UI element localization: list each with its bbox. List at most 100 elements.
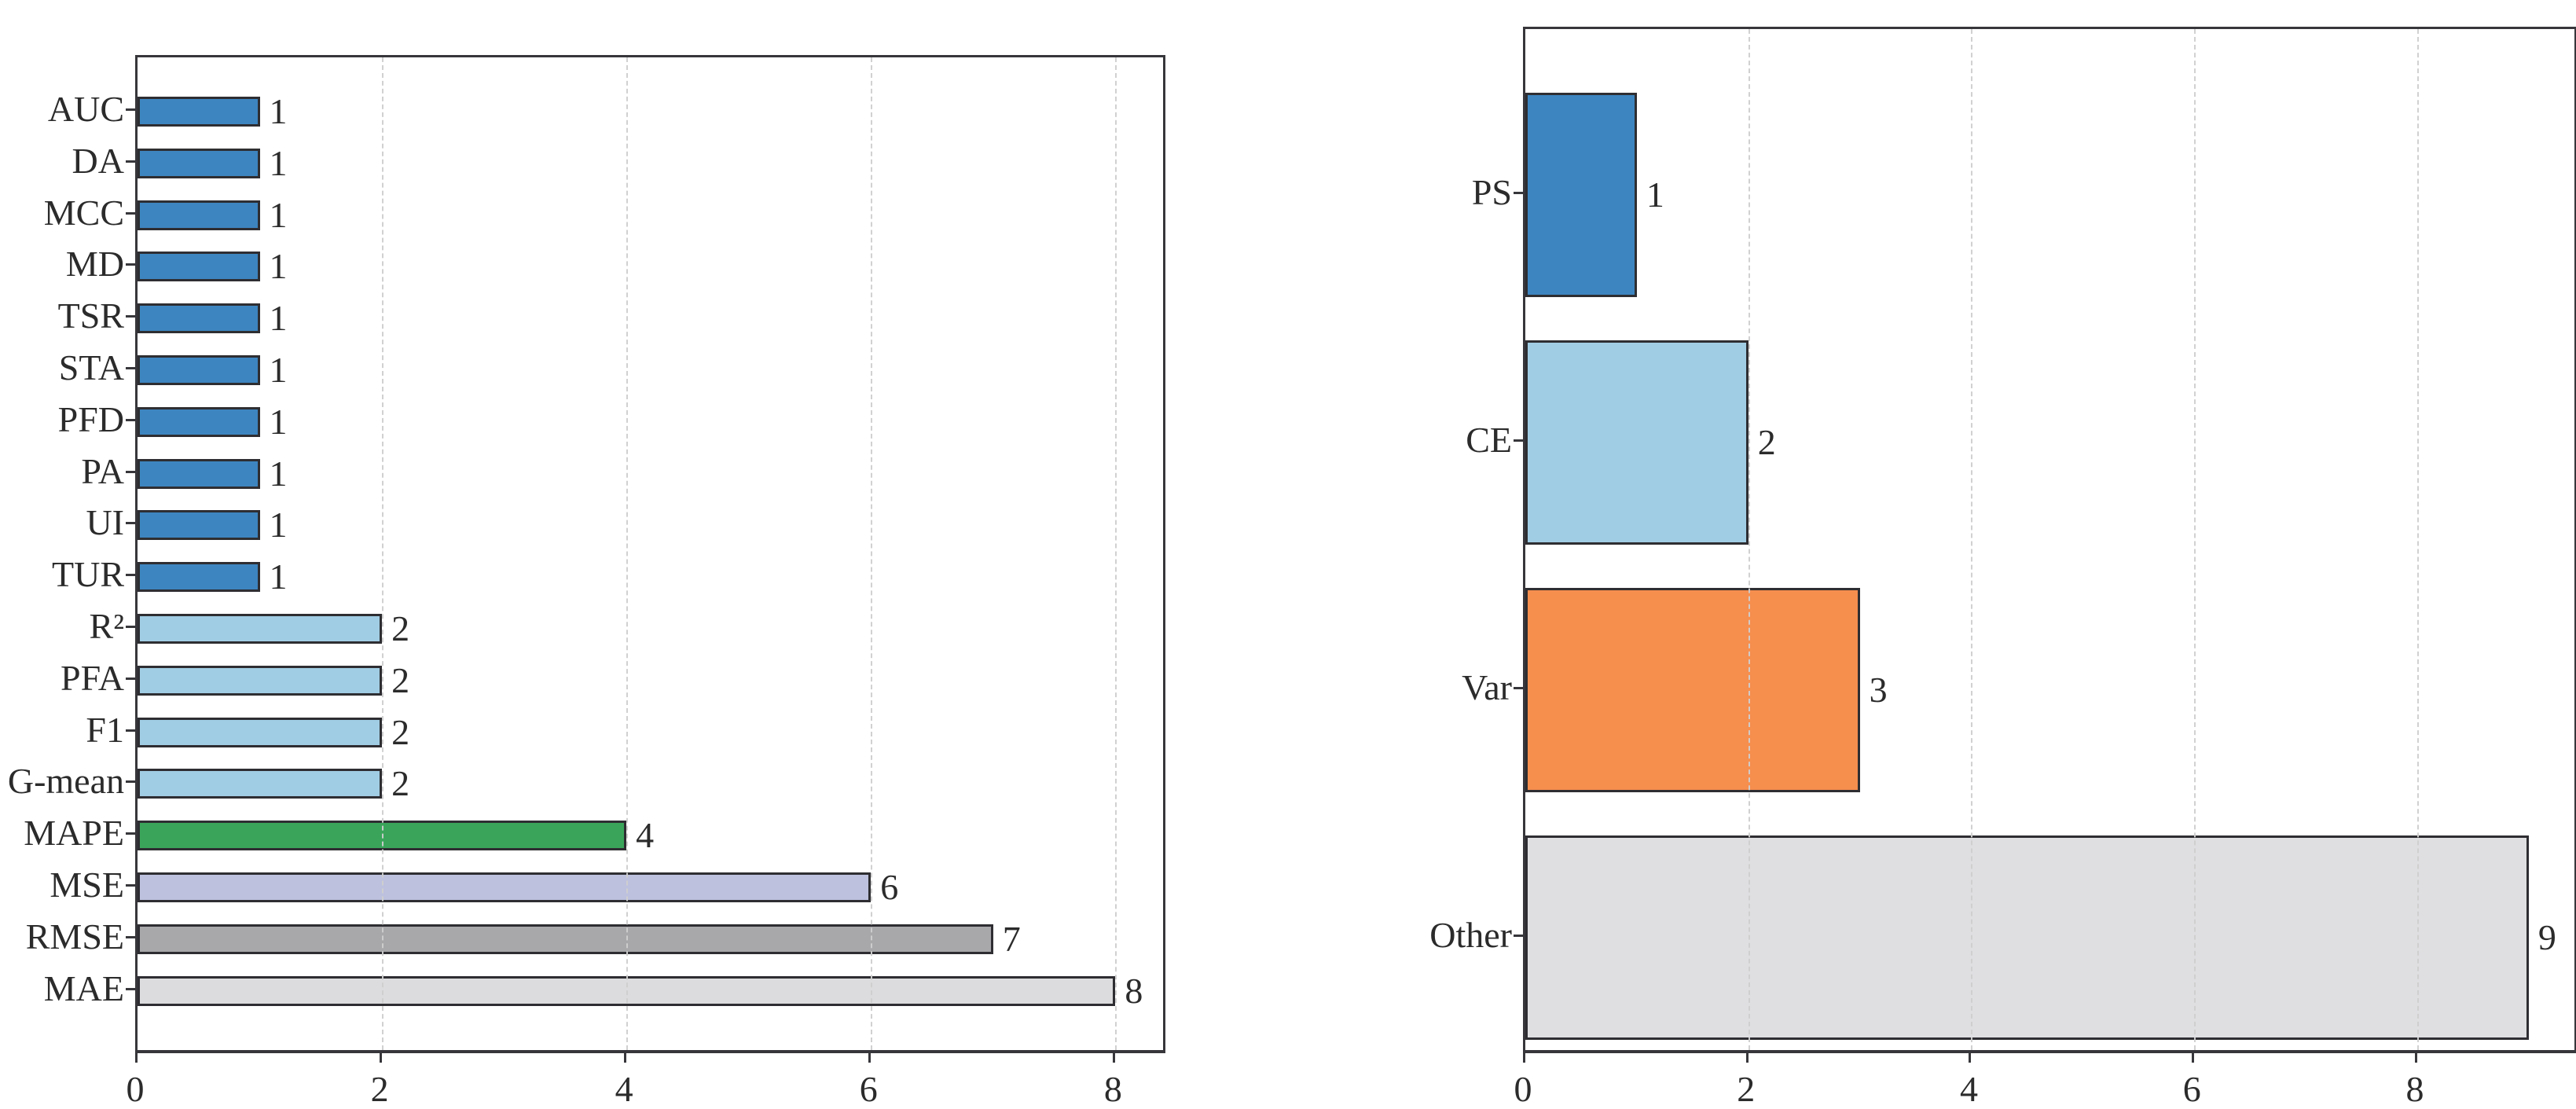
y-axis-tick-label: F1 (86, 709, 124, 750)
y-axis-tick-label: RMSE (25, 916, 124, 957)
bar-value-label: 7 (1002, 918, 1021, 959)
bar-value-label: 2 (1757, 422, 1776, 462)
y-axis-tick-mark (1514, 687, 1523, 689)
bar-Var (1525, 588, 1860, 792)
y-axis-tick-mark (126, 108, 135, 111)
y-axis-tick-label: AUC (47, 89, 124, 129)
y-axis-tick-mark (126, 367, 135, 369)
y-axis-tick-mark (1514, 935, 1523, 937)
bar-value-label: 1 (269, 350, 288, 390)
y-axis-tick-label: TSR (57, 296, 124, 336)
bar-value-label: 1 (269, 298, 288, 339)
x-axis-tick-label: 4 (615, 1069, 633, 1109)
bar-value-label: 2 (391, 659, 410, 700)
y-axis-tick-mark (126, 574, 135, 577)
y-axis-tick-label: STA (58, 347, 124, 387)
x-axis-tick-mark (624, 1053, 627, 1063)
bar-G-mean (138, 769, 383, 799)
y-axis-tick-label: PFD (57, 398, 124, 439)
bar-value-label: 1 (269, 91, 288, 131)
gridline-x-6 (2194, 29, 2196, 1050)
bar-value-label: 4 (636, 815, 655, 856)
x-axis-tick-mark (1523, 1053, 1525, 1063)
bar-AUC (138, 97, 260, 127)
bar-value-label: 1 (269, 556, 288, 597)
x-axis-tick-label: 8 (2405, 1069, 2424, 1109)
bar-RMSE (138, 924, 993, 954)
y-axis-tick-mark (126, 522, 135, 525)
plot-area: 1 2 3 9 (1523, 27, 2576, 1053)
y-axis-tick-mark (1514, 439, 1523, 442)
y-axis-tick-mark (126, 832, 135, 835)
x-axis-tick-label: 2 (370, 1069, 389, 1109)
bar-value-label: 1 (269, 401, 288, 442)
gridline-x-2 (382, 57, 384, 1050)
bar-PFA (138, 665, 383, 696)
bar-PFD (138, 406, 260, 437)
y-axis-tick-mark (126, 418, 135, 421)
bar-value-label: 2 (391, 763, 410, 804)
y-axis-tick-label: UI (86, 502, 124, 543)
y-axis-tick-mark (126, 470, 135, 473)
categories-count-bar-chart: 1 2 3 9 PS CE Var Other 0 2 4 6 8 (1336, 0, 2576, 1107)
bar-Other (1525, 835, 2529, 1040)
bar-TSR (138, 303, 260, 334)
x-axis-tick-label: 2 (1737, 1069, 1756, 1109)
x-axis-tick-mark (380, 1053, 383, 1063)
y-axis-tick-label: DA (72, 140, 124, 181)
bar-CE (1525, 340, 1749, 545)
bar-value-label: 1 (269, 246, 288, 287)
y-axis-tick-mark (126, 211, 135, 215)
gridline-x-4 (1971, 29, 1973, 1050)
y-axis-tick-label: MCC (43, 192, 124, 233)
metrics-count-bar-chart: 1 1 1 1 1 1 1 1 1 1 2 2 2 2 4 6 7 8 AUC DA MCC MD TSR STA PFD PA U… (8, 55, 1165, 1107)
y-axis-tick-mark (126, 626, 135, 628)
x-axis-tick-label: 8 (1103, 1069, 1122, 1109)
y-axis-tick-label: PA (81, 450, 124, 491)
y-axis-tick-label: R² (89, 606, 124, 646)
y-axis-tick-label: MAPE (24, 813, 124, 854)
bar-F1 (138, 717, 383, 747)
x-axis-tick-mark (868, 1053, 872, 1063)
bar-PA (138, 458, 260, 489)
bar-value-label: 9 (2537, 917, 2556, 957)
gridline-x-4 (626, 57, 629, 1050)
bar-value-label: 1 (269, 194, 288, 235)
bar-value-label: 6 (880, 867, 899, 907)
x-axis-tick-label: 4 (1959, 1069, 1978, 1109)
gridline-x-8 (1115, 57, 1117, 1050)
x-axis-tick-mark (2414, 1053, 2417, 1063)
bar-value-label: 2 (391, 608, 410, 648)
y-axis-tick-label: PS (1471, 172, 1512, 212)
x-axis-tick-mark (1113, 1053, 1116, 1063)
bar-UI (138, 510, 260, 541)
y-axis-tick-mark (126, 884, 135, 887)
bar-PS (1525, 93, 1637, 297)
x-axis-tick-label: 0 (126, 1069, 145, 1109)
bar-TUR (138, 562, 260, 593)
x-axis-tick-mark (2192, 1053, 2195, 1063)
bar-MCC (138, 200, 260, 230)
bar-value-label: 2 (391, 711, 410, 752)
y-axis-tick-mark (126, 780, 135, 784)
bar-MD (138, 252, 260, 282)
bar-DA (138, 148, 260, 178)
y-axis-tick-label: MAE (43, 968, 124, 1008)
bar-MSE (138, 872, 872, 902)
y-axis-tick-label: CE (1466, 420, 1512, 460)
bar-STA (138, 355, 260, 385)
x-axis-tick-mark (1745, 1053, 1749, 1063)
bar-value-label: 3 (1869, 670, 1888, 710)
x-axis-tick-label: 6 (2182, 1069, 2201, 1109)
plot-area: 1 1 1 1 1 1 1 1 1 1 2 2 2 2 4 6 7 8 (135, 55, 1165, 1053)
gridline-x-6 (871, 57, 873, 1050)
y-axis-tick-label: Var (1462, 667, 1512, 707)
y-axis-tick-label: MSE (50, 865, 124, 905)
bar-value-label: 1 (269, 142, 288, 183)
y-axis-tick-mark (126, 677, 135, 680)
y-axis-tick-mark (126, 729, 135, 732)
bar-value-label: 1 (269, 505, 288, 545)
y-axis-tick-mark (1514, 192, 1523, 194)
bar-value-label: 1 (1646, 174, 1664, 215)
